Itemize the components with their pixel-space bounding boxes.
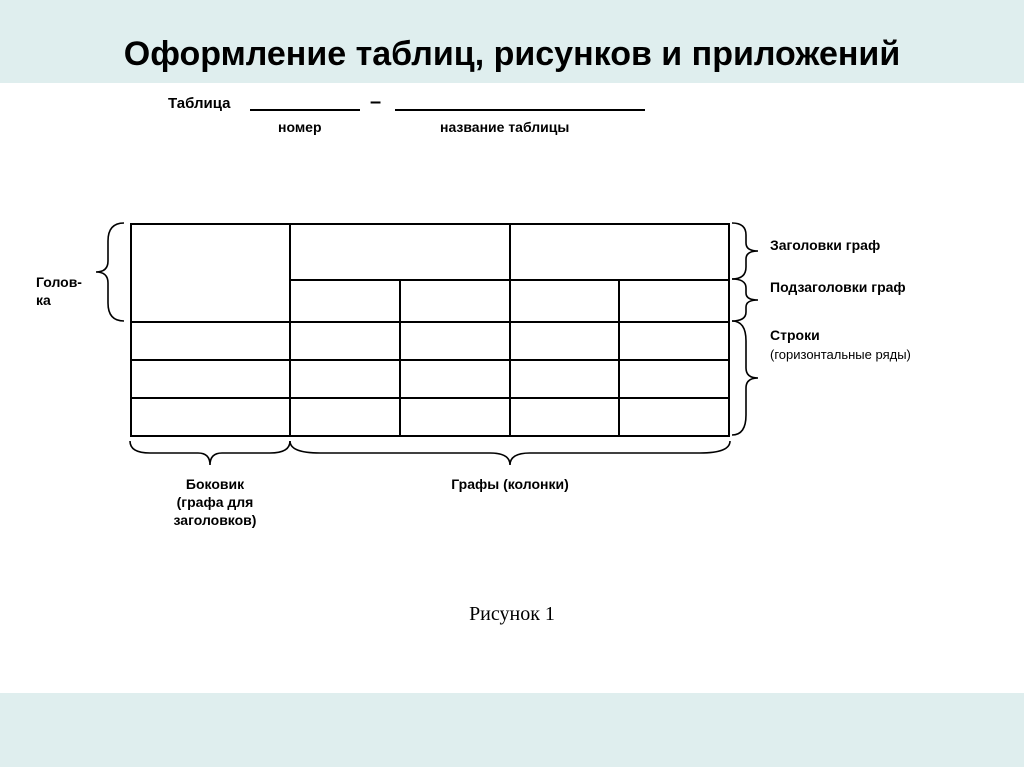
label-col-subheaders: Подзаголовки граф: [770, 279, 911, 295]
brace-bottom-side: [130, 441, 290, 467]
cell: [619, 398, 729, 436]
cell-sidebar-head: [131, 224, 290, 322]
brace-left-header: [96, 223, 128, 321]
table-grid: [130, 223, 730, 437]
label-bokovik: Боковик (графа для заголовков): [150, 475, 280, 530]
slide-title: Оформление таблиц, рисунков и приложений: [0, 0, 1024, 75]
label-number: номер: [278, 119, 322, 135]
data-row-1: [131, 322, 729, 360]
table-structure-diagram: Голов- ка: [0, 195, 1024, 525]
label-grafy: Графы (колонки): [395, 475, 625, 493]
word-table: Таблица: [168, 95, 231, 112]
cell: [619, 322, 729, 360]
cell: [400, 360, 510, 398]
cell: [510, 322, 620, 360]
cell: [290, 360, 400, 398]
cell: [619, 360, 729, 398]
cell: [510, 398, 620, 436]
brace-right-rows: [732, 321, 760, 435]
cell: [131, 360, 290, 398]
label-golovka: Голов- ка: [36, 273, 96, 309]
cell: [290, 322, 400, 360]
cell-sub-1: [290, 280, 400, 322]
label-col-headers: Заголовки граф: [770, 237, 911, 253]
cell: [290, 398, 400, 436]
label-tablename: название таблицы: [440, 119, 569, 135]
cell-sub-4: [619, 280, 729, 322]
brace-right-header: [732, 223, 760, 279]
dash-sep: –: [370, 91, 381, 114]
data-row-2: [131, 360, 729, 398]
cell: [400, 322, 510, 360]
label-rows-sub: (горизонтальные ряды): [770, 347, 911, 362]
figure-caption: Рисунок 1: [0, 603, 1024, 626]
cell-head-b: [510, 224, 729, 280]
content-panel: Таблица – номер название таблицы Голов- …: [0, 83, 1024, 693]
right-labels: Заголовки граф Подзаголовки граф Строки …: [770, 225, 911, 362]
cell-sub-2: [400, 280, 510, 322]
header-row: [131, 224, 729, 280]
brace-right-subheader: [732, 279, 760, 321]
line-name: [395, 109, 645, 111]
cell: [131, 398, 290, 436]
line-number: [250, 109, 360, 111]
cell: [510, 360, 620, 398]
cell-sub-3: [510, 280, 620, 322]
data-row-3: [131, 398, 729, 436]
brace-bottom-cols: [290, 441, 730, 467]
cell: [400, 398, 510, 436]
cell: [131, 322, 290, 360]
label-rows: Строки: [770, 327, 911, 343]
cell-head-a: [290, 224, 509, 280]
